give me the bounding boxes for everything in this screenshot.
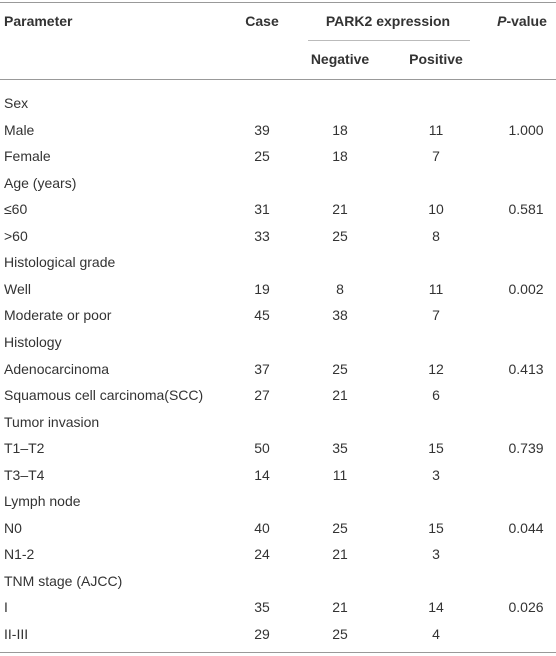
bottom-rule bbox=[0, 652, 556, 653]
parameter-cell: II-III bbox=[4, 626, 29, 642]
group-label: Histological grade bbox=[4, 254, 116, 271]
case-cell: 31 bbox=[254, 201, 270, 218]
p-value-cell: 0.581 bbox=[508, 201, 544, 218]
group-label: Age (years) bbox=[4, 174, 77, 191]
positive-cell: 15 bbox=[428, 440, 444, 457]
header-negative: Negative bbox=[310, 51, 370, 67]
negative-cell: 21 bbox=[332, 201, 348, 218]
header-positive: Positive bbox=[409, 51, 463, 67]
parameter-cell: T3–T4 bbox=[4, 466, 45, 483]
case-cell: 27 bbox=[254, 387, 270, 404]
group-label: Histology bbox=[4, 333, 62, 350]
header-rule bbox=[0, 79, 556, 80]
positive-cell: 7 bbox=[432, 148, 440, 165]
positive-cell: 6 bbox=[432, 387, 440, 404]
negative-cell: 21 bbox=[332, 546, 348, 563]
case-cell: 14 bbox=[254, 466, 270, 483]
top-rule bbox=[0, 2, 556, 3]
negative-cell: 8 bbox=[336, 280, 344, 297]
negative-cell: 38 bbox=[332, 307, 348, 324]
header-parameter: Parameter bbox=[4, 13, 73, 29]
case-cell: 29 bbox=[254, 626, 270, 642]
parameter-cell: I bbox=[4, 599, 8, 616]
positive-cell: 3 bbox=[432, 466, 440, 483]
p-value-cell: 0.044 bbox=[508, 519, 544, 536]
positive-cell: 11 bbox=[428, 121, 444, 138]
negative-cell: 25 bbox=[332, 227, 348, 244]
p-value-cell: 0.026 bbox=[508, 599, 544, 616]
group-label: Lymph node bbox=[4, 493, 81, 510]
negative-cell: 25 bbox=[332, 519, 348, 536]
negative-cell: 25 bbox=[332, 360, 348, 377]
parameter-cell: N1-2 bbox=[4, 546, 35, 563]
group-label: TNM stage (AJCC) bbox=[4, 572, 123, 589]
parameter-cell: Female bbox=[4, 148, 51, 165]
positive-cell: 4 bbox=[432, 626, 440, 642]
case-cell: 45 bbox=[254, 307, 270, 324]
parameter-cell: Adenocarcinoma bbox=[4, 360, 110, 377]
group-label: Tumor invasion bbox=[4, 413, 100, 430]
case-cell: 40 bbox=[254, 519, 270, 536]
parameter-cell: Male bbox=[4, 121, 35, 138]
case-cell: 25 bbox=[254, 148, 270, 165]
negative-cell: 35 bbox=[332, 440, 348, 457]
case-cell: 50 bbox=[254, 440, 270, 457]
case-cell: 33 bbox=[254, 227, 270, 244]
parameter-cell: Moderate or poor bbox=[4, 307, 112, 324]
p-value-cell: 0.739 bbox=[508, 440, 544, 457]
group-rule bbox=[308, 40, 470, 41]
positive-cell: 7 bbox=[432, 307, 440, 324]
header-p-value: P-value bbox=[497, 12, 547, 30]
group-label: Sex bbox=[4, 95, 29, 111]
parameter-cell: N0 bbox=[4, 519, 22, 536]
parameter-cell: T1–T2 bbox=[4, 440, 45, 457]
parameter-cell: >60 bbox=[4, 227, 28, 244]
positive-cell: 15 bbox=[428, 519, 444, 536]
positive-cell: 3 bbox=[432, 546, 440, 563]
case-cell: 19 bbox=[254, 280, 270, 297]
positive-cell: 12 bbox=[428, 360, 444, 377]
p-italic: P bbox=[497, 13, 507, 29]
p-value-cell: 0.002 bbox=[508, 280, 544, 297]
negative-cell: 18 bbox=[332, 148, 348, 165]
positive-cell: 11 bbox=[428, 280, 444, 297]
negative-cell: 18 bbox=[332, 121, 348, 138]
positive-cell: 10 bbox=[428, 201, 444, 218]
case-cell: 39 bbox=[254, 121, 270, 138]
positive-cell: 14 bbox=[428, 599, 444, 616]
case-cell: 35 bbox=[254, 599, 270, 616]
negative-cell: 21 bbox=[332, 599, 348, 616]
case-cell: 37 bbox=[254, 360, 270, 377]
header-expression: PARK2 expression bbox=[325, 13, 451, 29]
p-rest: -value bbox=[506, 13, 547, 29]
negative-cell: 11 bbox=[332, 466, 348, 483]
negative-cell: 25 bbox=[332, 626, 348, 642]
p-value-cell: 1.000 bbox=[508, 121, 544, 138]
case-cell: 24 bbox=[254, 546, 270, 563]
parameter-cell: Well bbox=[4, 280, 31, 297]
parameter-cell: ≤60 bbox=[4, 201, 28, 218]
parameter-cell: Squamous cell carcinoma(SCC) bbox=[4, 387, 204, 404]
negative-cell: 21 bbox=[332, 387, 348, 404]
positive-cell: 8 bbox=[432, 227, 440, 244]
header-case: Case bbox=[245, 13, 279, 29]
p-value-cell: 0.413 bbox=[508, 360, 544, 377]
